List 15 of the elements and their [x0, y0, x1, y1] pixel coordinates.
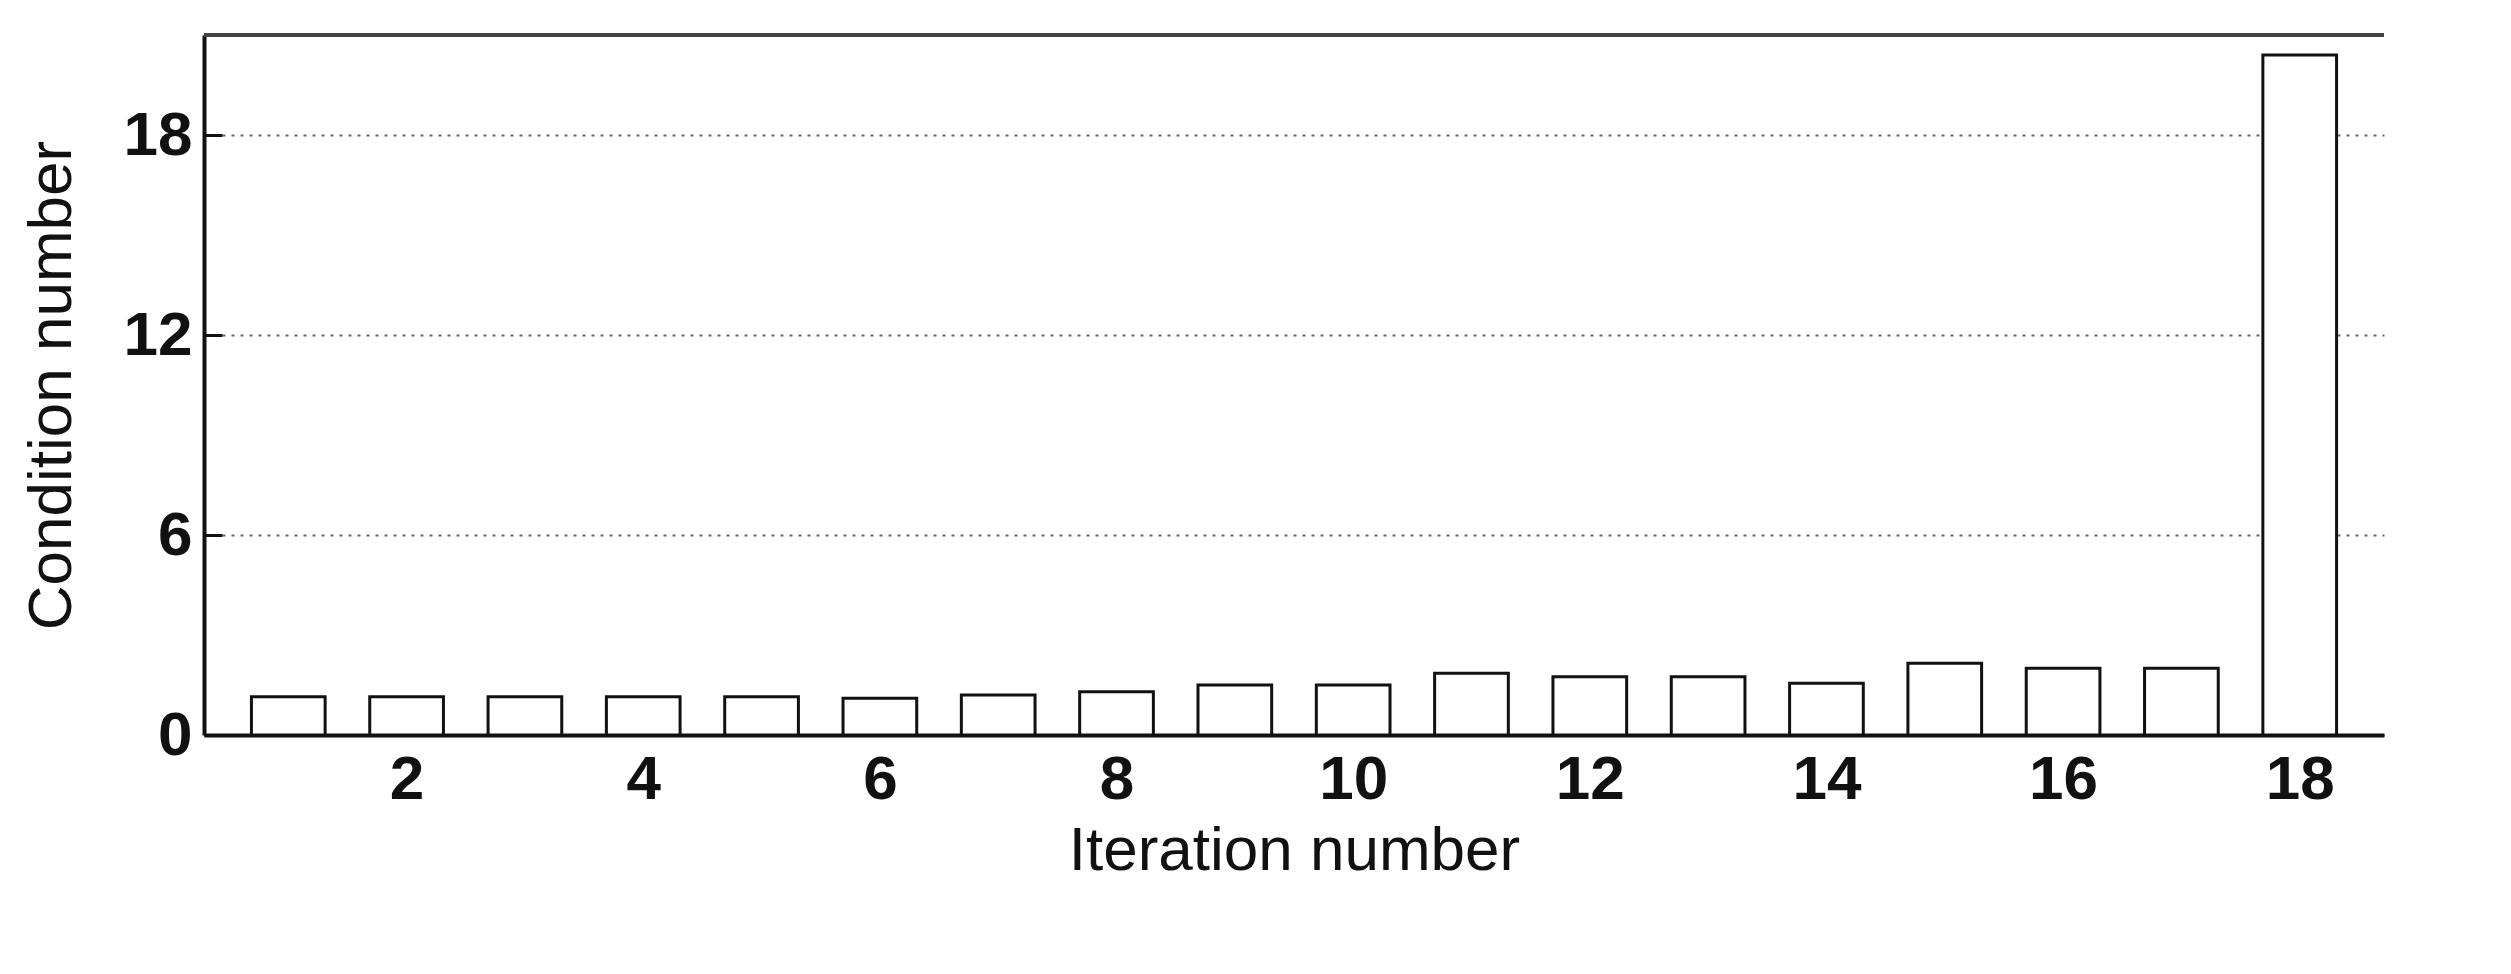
x-tick-label: 4	[626, 742, 662, 812]
x-tick-label: 12	[1555, 742, 1625, 812]
x-axis-title: Iteration number	[1068, 813, 1521, 883]
x-tick-label: 6	[863, 742, 898, 812]
y-tick-label: 0	[158, 698, 193, 768]
x-tick-label: 8	[1099, 742, 1135, 812]
x-tick-label: 16	[2029, 742, 2099, 812]
x-tick-label: 10	[1319, 742, 1389, 812]
x-tick-label: 2	[389, 742, 425, 812]
x-tick-label: 14	[1792, 742, 1862, 812]
y-tick-label: 18	[123, 98, 193, 168]
y-axis-title: Condition number	[14, 140, 84, 631]
x-tick-label: 18	[2265, 742, 2335, 812]
y-tick-label: 6	[158, 498, 193, 568]
y-tick-label: 12	[123, 298, 193, 368]
